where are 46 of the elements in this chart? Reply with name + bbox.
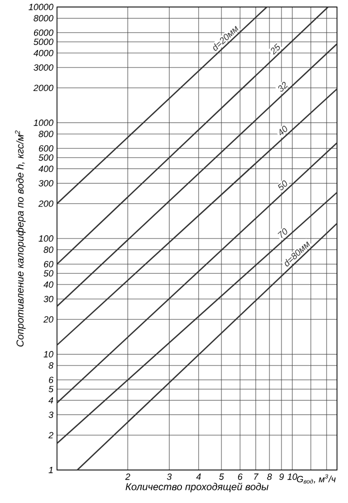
y-tick-label: 600 xyxy=(38,145,54,152)
y-tick-label: 2000 xyxy=(33,84,54,92)
y-tick-label: 200 xyxy=(38,200,54,207)
y-tick-label: 30 xyxy=(44,296,54,302)
text: 50 xyxy=(278,180,288,190)
x-tick-label: 6 xyxy=(238,474,243,480)
y-axis-title: Сопротивление калорифера по воде h, кгс/м$^{2}$ xyxy=(14,130,26,347)
y-tick-label: 10 xyxy=(44,351,54,358)
y-tick-label: 300 xyxy=(38,180,54,186)
y-tick-label: 1 xyxy=(48,466,53,474)
x-tick-label: 5 xyxy=(219,474,224,480)
y-tick-label: 5000 xyxy=(34,38,54,46)
y-tick-label: 6 xyxy=(48,376,54,384)
x-tick-label: 8 xyxy=(267,474,272,480)
x-axis-title: Количество проходящей воды xyxy=(126,482,268,492)
y-tick-label: 8 xyxy=(48,362,54,369)
text: 25 xyxy=(270,43,280,55)
text: G$_{вод}$, м$^{3}$/ч xyxy=(296,474,336,484)
y-tick-label: 60 xyxy=(44,260,54,268)
y-tick-label: 2 xyxy=(48,432,54,438)
y-tick-label: 40 xyxy=(44,281,54,288)
y-tick-label: 100 xyxy=(38,235,54,242)
y-tick-label: 1000 xyxy=(34,120,54,126)
y-tick-label: 20 xyxy=(43,316,54,323)
y-tick-label: 4000 xyxy=(34,50,54,56)
y-tick-label: 80 xyxy=(44,246,54,253)
y-tick-label: 400 xyxy=(38,166,54,172)
x-tick-label: 3 xyxy=(166,474,172,480)
y-tick-label: 8000 xyxy=(34,15,54,22)
y-tick-label: 10000 xyxy=(28,4,54,10)
x-tick-label: 10 xyxy=(287,474,298,480)
y-tick-label: 500 xyxy=(38,154,54,161)
y-tick-label: 800 xyxy=(38,130,54,138)
y-tick-label: 50 xyxy=(44,270,54,277)
text: 32 xyxy=(278,82,288,92)
text: 40 xyxy=(280,126,288,136)
x-tick-label: 7 xyxy=(254,474,259,480)
y-tick-label: 6000 xyxy=(34,29,54,36)
x-tick-label: 2 xyxy=(125,474,130,480)
y-tick-label: 3000 xyxy=(34,64,54,71)
x-tick-label: 4 xyxy=(196,474,201,480)
y-tick-label: 3 xyxy=(48,412,54,418)
y-tick-label: 5 xyxy=(48,386,54,392)
x-tick-label: 9 xyxy=(279,474,284,480)
text: 70 xyxy=(278,228,288,238)
y-tick-label: 4 xyxy=(48,397,54,404)
